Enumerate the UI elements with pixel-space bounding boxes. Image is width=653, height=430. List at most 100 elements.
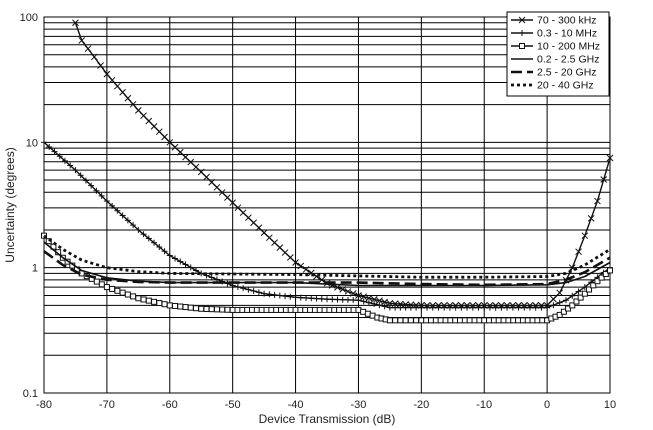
plus-marker bbox=[192, 267, 199, 274]
square-marker bbox=[573, 298, 580, 305]
square-marker bbox=[569, 302, 576, 309]
legend-entry: 20 - 40 GHz bbox=[511, 80, 594, 92]
plus-marker bbox=[498, 304, 505, 311]
y-tick-label: 100 bbox=[20, 12, 38, 24]
plus-marker bbox=[67, 162, 74, 169]
plus-marker bbox=[303, 294, 310, 301]
x-marker bbox=[90, 53, 98, 61]
x-marker bbox=[155, 128, 163, 136]
x-marker bbox=[124, 94, 132, 102]
x-axis-title: Device Transmission (dB) bbox=[259, 412, 396, 426]
square-marker bbox=[336, 306, 343, 313]
plus-marker bbox=[182, 261, 189, 268]
square-marker bbox=[340, 306, 347, 313]
x-marker bbox=[556, 289, 564, 297]
plus-marker bbox=[292, 294, 299, 301]
x-marker bbox=[192, 163, 200, 171]
x-marker bbox=[550, 295, 557, 303]
plus-marker bbox=[93, 187, 100, 194]
square-marker bbox=[229, 306, 236, 313]
plus-marker bbox=[344, 296, 351, 303]
square-marker bbox=[418, 317, 425, 324]
x-tick-label: -70 bbox=[99, 399, 115, 411]
plus-marker bbox=[452, 304, 459, 311]
x-marker bbox=[250, 219, 257, 227]
plus-marker bbox=[51, 148, 58, 155]
square-marker bbox=[130, 293, 137, 300]
legend-label: 10 - 200 MHz bbox=[537, 41, 600, 53]
x-marker bbox=[176, 148, 184, 156]
x-marker bbox=[161, 133, 168, 141]
square-marker bbox=[41, 232, 47, 239]
plus-marker bbox=[435, 304, 442, 311]
x-marker bbox=[134, 106, 142, 114]
plus-marker bbox=[313, 295, 320, 302]
x-marker bbox=[297, 262, 305, 270]
x-marker bbox=[245, 214, 252, 222]
x-tick-label: -20 bbox=[413, 399, 429, 411]
square-marker bbox=[119, 289, 126, 296]
plus-marker bbox=[77, 172, 84, 179]
plus-marker bbox=[402, 304, 409, 311]
x-marker bbox=[391, 300, 399, 307]
square-marker bbox=[307, 306, 314, 313]
x-marker bbox=[360, 293, 368, 301]
square-marker bbox=[224, 306, 231, 313]
plus-marker bbox=[526, 304, 533, 311]
square-marker bbox=[273, 306, 280, 313]
square-marker bbox=[471, 317, 478, 324]
plus-marker bbox=[458, 304, 465, 311]
plus-marker bbox=[297, 294, 304, 301]
plus-marker bbox=[88, 182, 95, 189]
plus-marker bbox=[504, 304, 511, 311]
x-marker bbox=[581, 232, 589, 240]
x-marker bbox=[234, 204, 242, 212]
plus-marker bbox=[544, 304, 551, 311]
square-marker bbox=[98, 281, 105, 288]
square-marker bbox=[166, 302, 173, 309]
x-marker bbox=[518, 16, 526, 24]
plus-marker bbox=[441, 304, 448, 311]
plus-marker bbox=[145, 235, 152, 242]
plus-marker bbox=[562, 297, 569, 304]
plus-marker bbox=[318, 295, 325, 302]
square-marker bbox=[556, 311, 563, 318]
x-marker bbox=[229, 199, 237, 207]
square-marker bbox=[413, 317, 420, 324]
square-marker bbox=[282, 306, 289, 313]
square-marker bbox=[457, 317, 464, 324]
x-marker bbox=[182, 153, 189, 161]
legend-label: 0.3 - 10 MHz bbox=[537, 28, 597, 40]
square-marker bbox=[244, 306, 251, 313]
plus-marker bbox=[556, 299, 563, 306]
square-marker bbox=[161, 301, 168, 308]
x-marker bbox=[606, 154, 614, 162]
x-marker bbox=[197, 168, 205, 176]
plot-frame bbox=[43, 16, 611, 394]
plus-marker bbox=[140, 231, 147, 238]
plus-marker bbox=[469, 304, 476, 311]
x-marker bbox=[103, 70, 111, 78]
y-tick-label: 1 bbox=[32, 263, 38, 275]
plus-marker bbox=[413, 304, 420, 311]
plus-marker bbox=[424, 304, 431, 311]
square-marker bbox=[461, 317, 468, 324]
x-marker bbox=[78, 37, 86, 44]
x-marker bbox=[145, 117, 153, 125]
x-marker bbox=[339, 286, 347, 293]
plus-marker bbox=[339, 296, 346, 303]
series-5 bbox=[43, 234, 611, 279]
square-marker bbox=[350, 306, 357, 313]
x-marker bbox=[97, 62, 104, 69]
x-marker bbox=[286, 254, 294, 261]
square-marker bbox=[560, 308, 567, 315]
plus-marker bbox=[532, 304, 539, 311]
plus-marker bbox=[266, 291, 273, 298]
square-marker bbox=[423, 317, 430, 324]
square-marker bbox=[140, 296, 147, 303]
square-marker bbox=[598, 274, 605, 281]
plus-marker bbox=[271, 291, 278, 298]
square-marker bbox=[529, 317, 536, 324]
x-tick-label: -10 bbox=[476, 399, 492, 411]
